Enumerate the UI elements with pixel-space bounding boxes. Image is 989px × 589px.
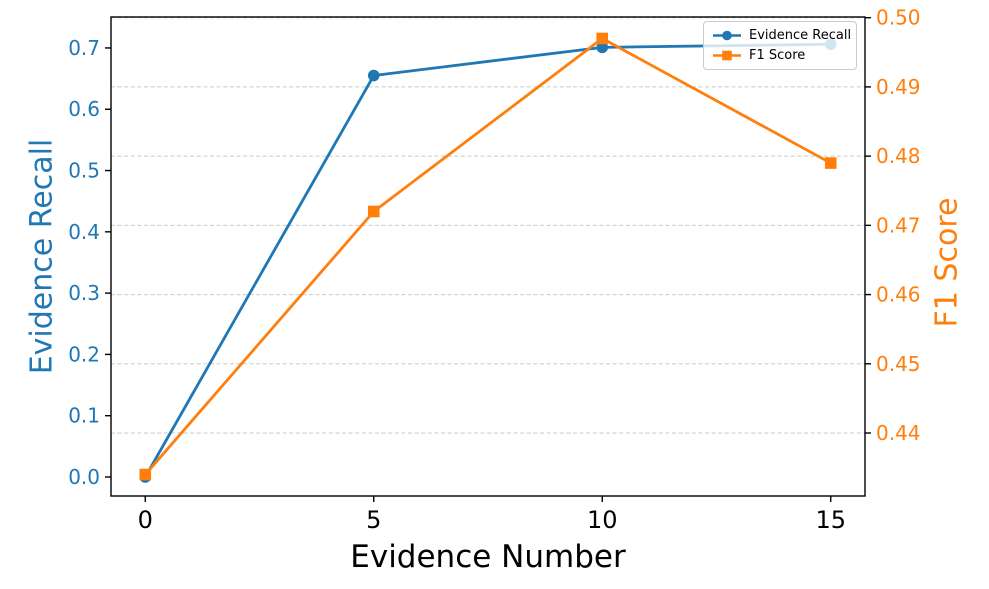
x-axis-label: Evidence Number — [350, 539, 626, 575]
x-tick-label: 10 — [587, 506, 618, 534]
x-tick-label: 15 — [815, 506, 846, 534]
y-tick-label-left: 0.7 — [68, 36, 100, 60]
data-point-square — [824, 157, 837, 169]
y-tick-label-right: 0.46 — [876, 283, 921, 307]
data-point-circle — [596, 41, 609, 54]
y-tick-label-right: 0.48 — [876, 144, 921, 168]
y-tick-label-right: 0.49 — [876, 75, 921, 99]
data-point-square — [367, 205, 380, 218]
y-tick-label-right: 0.44 — [876, 421, 921, 445]
legend-line-square-icon — [713, 50, 741, 61]
y-tick-label-left: 0.1 — [68, 404, 100, 428]
y-tick-label-left: 0.3 — [68, 281, 100, 305]
y-tick-label-right: 0.45 — [876, 352, 921, 376]
plot-border — [110, 16, 866, 497]
y-tick-label-left: 0.4 — [68, 220, 100, 244]
legend-line-circle-icon — [713, 30, 741, 41]
y-tick-label-left: 0.0 — [68, 465, 100, 489]
legend-label-evidence-recall: Evidence Recall — [749, 28, 852, 43]
data-point-circle — [367, 69, 380, 82]
data-point-square — [139, 468, 152, 481]
series-line-right — [144, 36, 832, 476]
y-axis-label-right: F1 Score — [929, 197, 965, 328]
y-tick-label-left: 0.5 — [68, 159, 100, 183]
y-axis-label-left: Evidence Recall — [24, 138, 60, 375]
x-tick-label: 0 — [138, 506, 153, 534]
data-point-square — [596, 32, 609, 45]
legend-item-f1-score: F1 Score — [712, 48, 848, 63]
series-line-left — [144, 42, 831, 478]
legend-item-evidence-recall: Evidence Recall — [712, 28, 852, 43]
chart-legend: Evidence Recall F1 Score — [703, 21, 857, 70]
legend-label-f1-score: F1 Score — [749, 48, 806, 63]
y-tick-label-left: 0.2 — [68, 342, 100, 366]
y-tick-label-right: 0.47 — [876, 213, 921, 237]
y-tick-label-left: 0.6 — [68, 97, 100, 121]
x-tick-label: 5 — [366, 506, 381, 534]
y-tick-label-right: 0.50 — [876, 6, 921, 30]
